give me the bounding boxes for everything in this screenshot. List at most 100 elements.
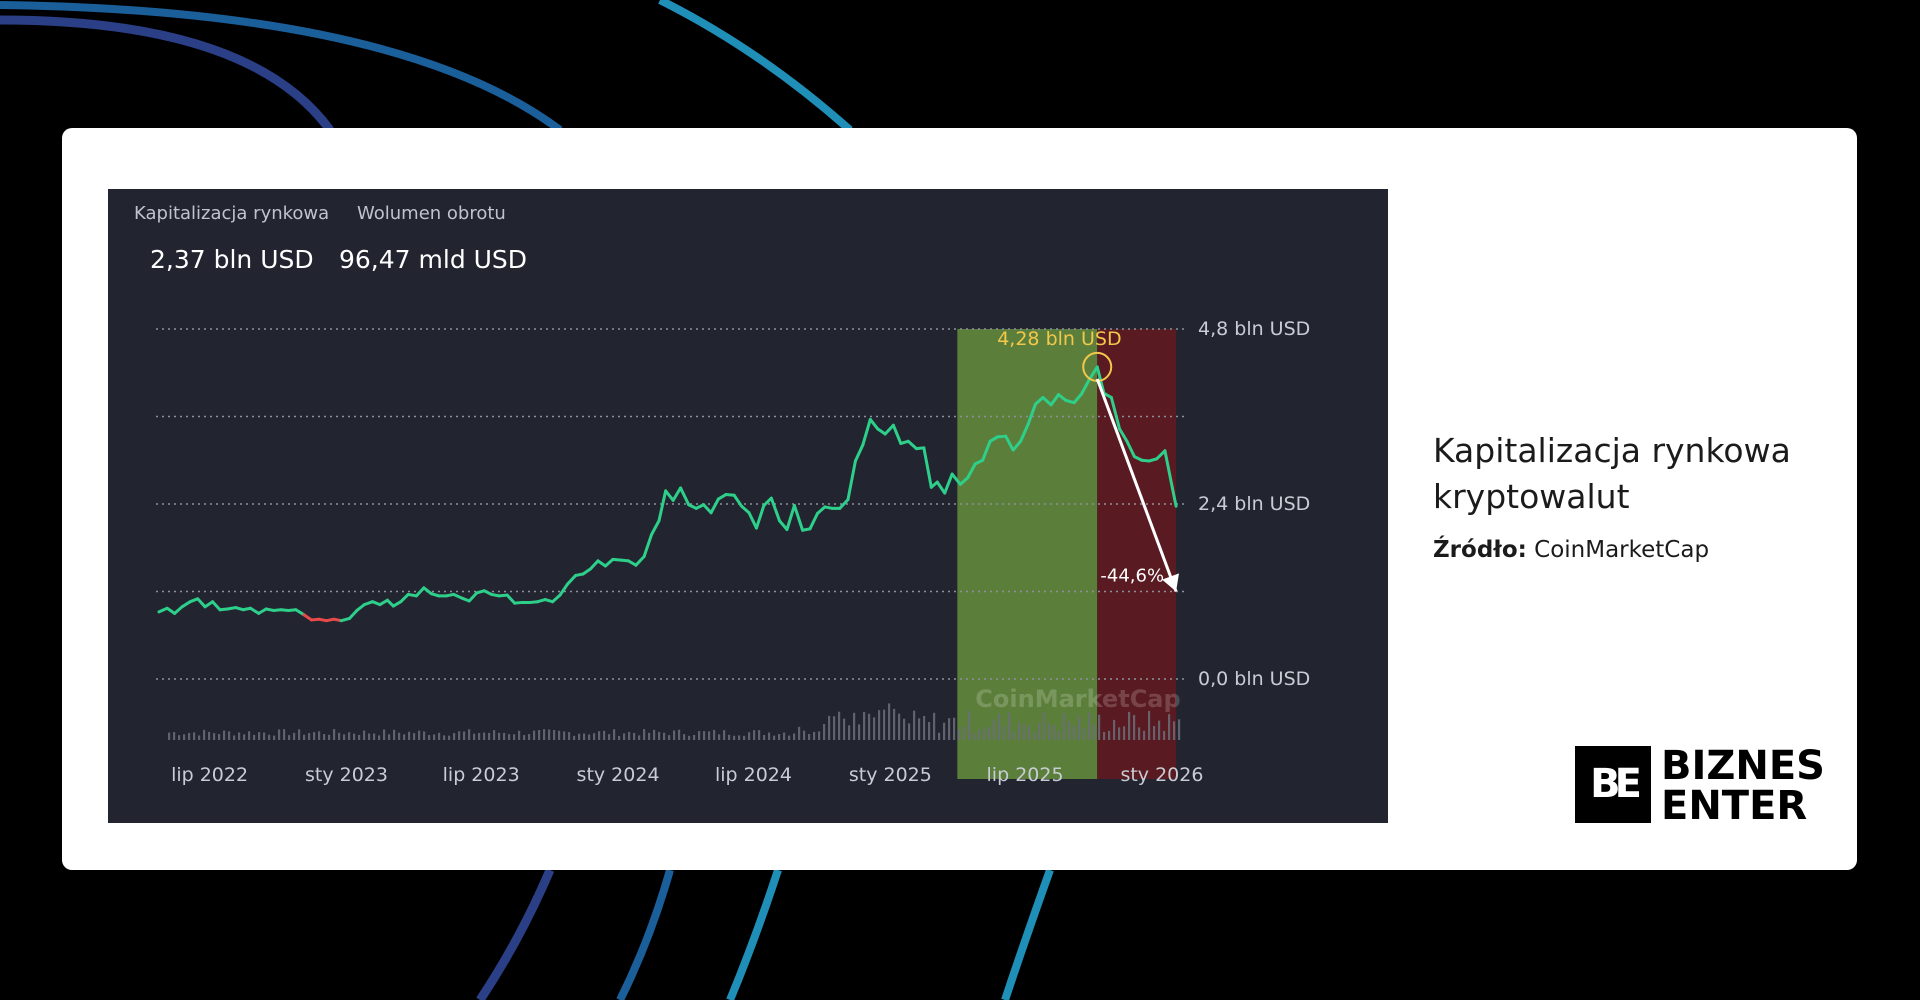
volume-bar <box>463 731 466 740</box>
series-segment-95 <box>876 427 887 436</box>
volume-bar <box>568 732 571 740</box>
volume-bar <box>698 731 701 740</box>
volume-bar <box>1033 732 1036 740</box>
series-segment-68 <box>671 486 683 502</box>
series-segment-2 <box>173 605 184 615</box>
volume-bar <box>173 732 176 740</box>
volume-bar <box>753 730 756 740</box>
series-segment-6 <box>203 600 215 609</box>
series-segment-83 <box>785 503 796 532</box>
arc-blue-top-2 <box>658 0 853 133</box>
volume-bar <box>868 713 871 740</box>
series-segment-57 <box>589 559 600 571</box>
volume-bar <box>618 735 621 740</box>
volume-bar <box>393 729 396 740</box>
watermark-text: CoinMarketCap <box>975 685 1180 713</box>
volume-bar <box>1073 725 1076 740</box>
series-segment-101 <box>922 446 933 489</box>
series-segment-32 <box>399 592 410 604</box>
arc-navy-top <box>0 15 334 133</box>
volume-bar <box>323 734 326 740</box>
x-tick-label-0: lip 2022 <box>171 764 248 786</box>
volume-bar <box>243 734 246 740</box>
volume-bar <box>693 734 696 740</box>
series-segment-109 <box>981 439 992 462</box>
volume-bar <box>488 732 491 740</box>
volume-bar <box>498 732 501 740</box>
volume-label[interactable]: Wolumen obrotu <box>357 203 506 224</box>
volume-bar <box>553 729 556 740</box>
series-segment-35 <box>422 586 433 596</box>
volume-bar <box>548 729 551 740</box>
volume-bar <box>748 732 751 740</box>
volume-bar <box>518 730 521 740</box>
volume-bar <box>418 730 421 740</box>
volume-bar <box>388 734 391 740</box>
volume-bar <box>903 718 906 740</box>
x-tick-label-2: lip 2023 <box>443 764 520 786</box>
volume-bar <box>728 734 731 740</box>
series-segment-119 <box>1057 393 1068 402</box>
volume-bar <box>378 735 381 740</box>
volume-bar <box>353 733 356 740</box>
volume-bar <box>293 732 296 740</box>
series-segment-86 <box>808 511 819 531</box>
volume-bar <box>578 733 581 740</box>
series-segment-94 <box>868 417 880 431</box>
volume-bar <box>943 722 946 740</box>
volume-bar <box>283 729 286 740</box>
series-segment-65 <box>650 519 661 537</box>
market-cap-label[interactable]: Kapitalizacja rynkowa <box>134 203 330 224</box>
series-segment-12 <box>248 606 261 615</box>
volume-bar <box>613 729 616 740</box>
volume-bar <box>908 723 911 740</box>
volume-bar <box>1083 728 1086 740</box>
volume-bar <box>248 731 251 740</box>
volume-bar <box>743 735 746 740</box>
volume-bar <box>628 731 631 740</box>
volume-bar <box>1058 730 1061 740</box>
series-segment-91 <box>846 459 857 502</box>
volume-bar <box>413 733 416 740</box>
volume-bar <box>648 732 651 740</box>
series-segment-123 <box>1087 365 1099 382</box>
volume-bar <box>263 732 266 740</box>
volume-bar <box>193 732 196 740</box>
volume-bar <box>963 726 966 740</box>
arc-blue-bottom-3 <box>1001 868 1054 1000</box>
volume-bar <box>233 735 236 740</box>
volume-bar <box>308 733 311 740</box>
volume-bar <box>558 730 561 740</box>
volume-bar <box>988 726 991 740</box>
volume-bar <box>828 715 831 740</box>
volume-bar <box>983 728 986 740</box>
chart-title-line-2: kryptowalut <box>1433 477 1630 516</box>
volume-bar <box>528 734 531 740</box>
series-segment-63 <box>634 555 646 567</box>
volume-bar <box>713 729 716 740</box>
volume-bar <box>878 710 881 740</box>
series-segment-118 <box>1049 393 1061 407</box>
series-segment-78 <box>747 511 758 530</box>
volume-bar <box>1038 723 1041 740</box>
volume-bar <box>288 735 291 740</box>
volume-bar <box>483 732 486 740</box>
volume-bar <box>1063 713 1066 740</box>
series-segment-96 <box>883 423 895 436</box>
series-segment-59 <box>603 557 615 568</box>
peak-label: 4,28 bln USD <box>997 328 1121 350</box>
volume-bar <box>1023 724 1026 740</box>
series-segment-25 <box>347 608 359 620</box>
logo-mark: BE <box>1575 746 1651 823</box>
series-segment-87 <box>815 505 827 515</box>
volume-bar <box>623 733 626 740</box>
volume-bar <box>1048 724 1051 740</box>
volume-bar <box>883 709 886 740</box>
volume-bar <box>198 735 201 740</box>
x-tick-label-1: sty 2023 <box>305 764 388 786</box>
volume-bar <box>708 731 711 740</box>
series-segment-112 <box>1004 434 1015 452</box>
volume-bar <box>508 734 511 740</box>
series-segment-117 <box>1041 396 1053 407</box>
volume-bar <box>538 729 541 740</box>
